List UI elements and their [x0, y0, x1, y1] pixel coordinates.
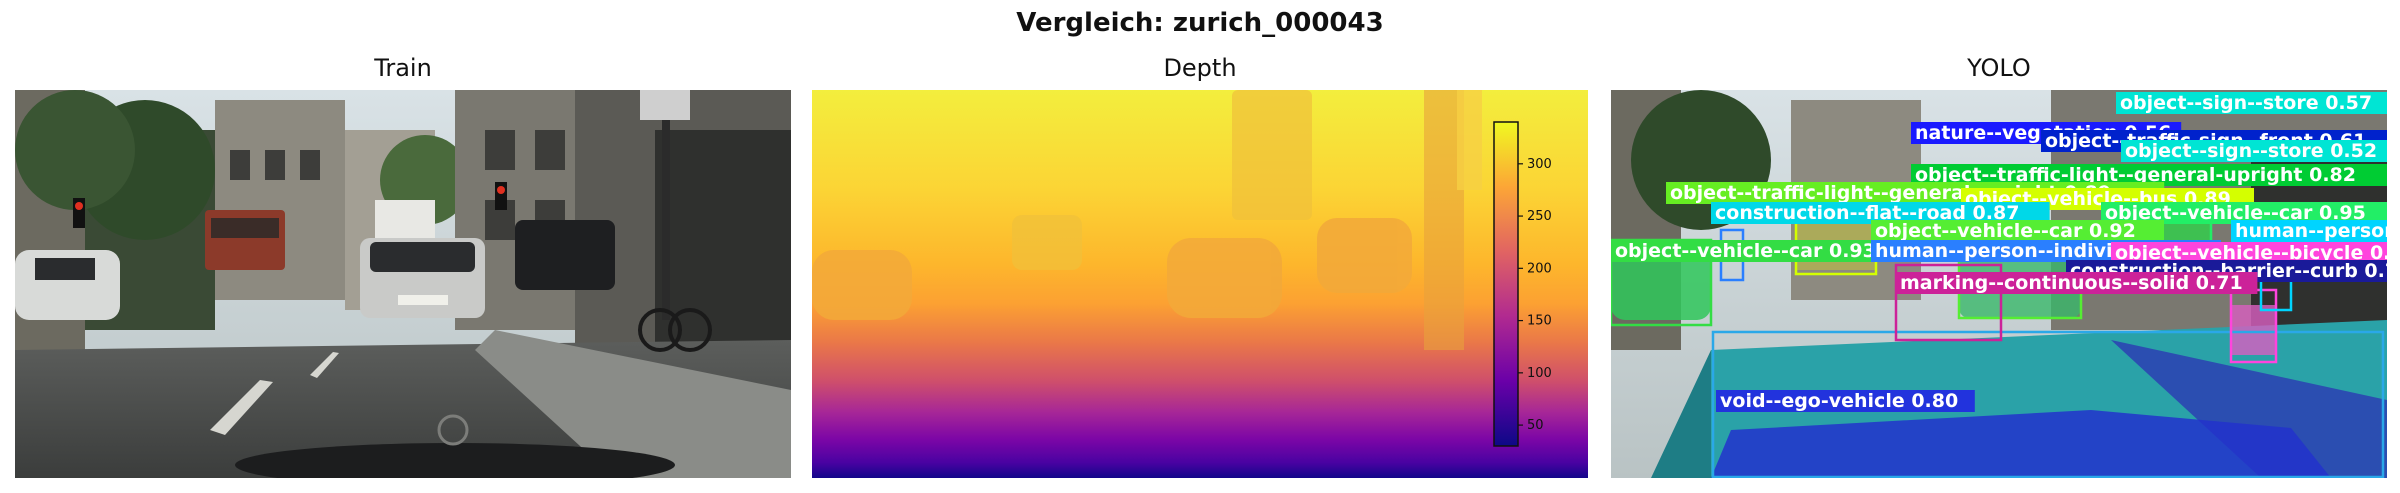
detection-label-bg: [1896, 272, 2258, 294]
detection-label-bg: [1711, 202, 2050, 224]
detection-label: void--ego-vehicle 0.80: [1720, 390, 1958, 412]
colorbar-tick-label: 150: [1527, 314, 1552, 329]
colorbar-tick-label: 100: [1527, 366, 1552, 381]
detection-labels: object--sign--store 0.57nature--vegetati…: [1611, 92, 2387, 412]
detection-label: object--sign--store 0.52: [2125, 140, 2377, 162]
detection-label: object--traffic-light--general-upright 0…: [1915, 164, 2356, 186]
yolo-image: object--sign--store 0.57 nature--vegetati…: [1611, 90, 2387, 478]
detection-label-bg: [2121, 140, 2387, 162]
colorbar-tick-label: 250: [1527, 209, 1552, 224]
street-scene-photo: [15, 90, 791, 478]
detection-label-bg: [1911, 164, 2387, 186]
colorbar-tick-label: 200: [1527, 261, 1552, 276]
detection-label-bg: [1716, 390, 1975, 412]
depth-colorbar: [1493, 121, 1519, 447]
depth-heatmap: 50 100 150 200 250 300: [812, 90, 1588, 478]
detection-label: object--vehicle--car 0.95: [2105, 202, 2366, 224]
detection-label-bg: [2231, 220, 2387, 242]
detection-label-bg: [2101, 202, 2387, 224]
colorbar-tick-label: 50: [1527, 418, 1544, 433]
train-panel-title: Train: [374, 54, 432, 82]
detection-label: object--vehicle--car 0.93: [1615, 240, 1876, 262]
yolo-panel-title: YOLO: [1967, 54, 2031, 82]
yolo-detections: object--sign--store 0.57nature--vegetati…: [1611, 90, 2387, 478]
detection-label-bg: [2116, 92, 2387, 114]
train-image: [15, 90, 791, 478]
detection-label: marking--continuous--solid 0.71: [1900, 272, 2243, 294]
colorbar-ticks: 50 100 150 200 250 300: [1518, 157, 1552, 433]
detection-label: object--sign--store 0.57: [2120, 92, 2372, 114]
detection-label: object--vehicle--car 0.92: [1875, 220, 2136, 242]
detection-label-bg: [1871, 220, 2164, 242]
figure-title: Vergleich: zurich_000043: [1016, 8, 1384, 38]
depth-panel-title: Depth: [1163, 54, 1237, 82]
detection-label-bg: [1611, 240, 1904, 262]
detection-label-bg: [2111, 242, 2387, 264]
detection-label: object--vehicle--bicycle 0.78: [2115, 242, 2387, 264]
depth-map: 50 100 150 200 250 300: [812, 90, 1588, 478]
colorbar-tick-label: 300: [1527, 157, 1552, 172]
detection-label: human--person--individual 0.80: [2235, 220, 2387, 242]
detection-label: construction--flat--road 0.87: [1715, 202, 2019, 224]
